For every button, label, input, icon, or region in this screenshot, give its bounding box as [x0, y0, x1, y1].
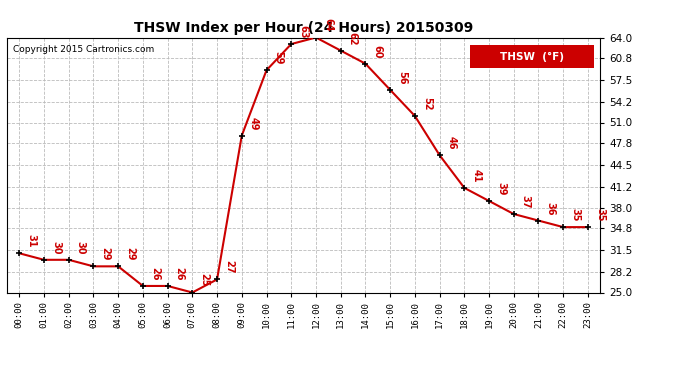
Text: 62: 62 — [348, 32, 357, 45]
Text: 31: 31 — [26, 234, 36, 248]
Text: 41: 41 — [471, 169, 481, 182]
Text: 56: 56 — [397, 71, 407, 84]
Text: 30: 30 — [51, 241, 61, 254]
Text: 64: 64 — [323, 18, 333, 32]
Text: 30: 30 — [76, 241, 86, 254]
Text: 35: 35 — [595, 208, 605, 222]
Text: Copyright 2015 Cartronics.com: Copyright 2015 Cartronics.com — [13, 45, 154, 54]
Text: 26: 26 — [175, 267, 184, 280]
Text: 49: 49 — [248, 117, 259, 130]
Title: THSW Index per Hour (24 Hours) 20150309: THSW Index per Hour (24 Hours) 20150309 — [134, 21, 473, 35]
Text: 59: 59 — [273, 51, 284, 64]
Text: 63: 63 — [298, 25, 308, 39]
Text: 26: 26 — [150, 267, 160, 280]
Text: 27: 27 — [224, 260, 234, 274]
Text: 46: 46 — [446, 136, 457, 150]
FancyBboxPatch shape — [470, 45, 594, 68]
Text: THSW  (°F): THSW (°F) — [500, 52, 564, 62]
Text: 29: 29 — [100, 247, 110, 261]
Text: 39: 39 — [496, 182, 506, 195]
Text: 37: 37 — [521, 195, 531, 208]
Text: 25: 25 — [199, 273, 209, 287]
Text: 60: 60 — [373, 45, 382, 58]
Text: 29: 29 — [125, 247, 135, 261]
Text: 36: 36 — [545, 201, 555, 215]
Text: 35: 35 — [570, 208, 580, 222]
Text: 52: 52 — [422, 97, 432, 110]
